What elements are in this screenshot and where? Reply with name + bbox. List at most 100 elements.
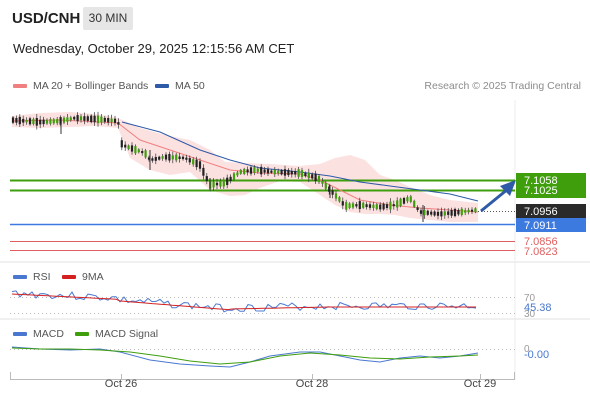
rsi-tick-70: 70 bbox=[524, 293, 536, 304]
candle-body bbox=[382, 203, 385, 210]
candle-body bbox=[317, 175, 321, 183]
candle-body bbox=[280, 170, 283, 175]
legend-label-rsi: RSI bbox=[33, 271, 51, 283]
candle-body bbox=[130, 145, 134, 152]
candle-body bbox=[15, 118, 18, 123]
candle-body bbox=[215, 182, 219, 186]
candle-body bbox=[243, 168, 246, 174]
candle-body bbox=[32, 119, 35, 124]
price-tag-last-price: 7.0956 bbox=[516, 204, 586, 218]
candle-body bbox=[430, 211, 433, 215]
candle-body bbox=[195, 159, 198, 168]
candle-body bbox=[358, 201, 361, 209]
candle-body bbox=[460, 208, 463, 215]
candle-body bbox=[314, 173, 317, 182]
candle-body bbox=[192, 159, 195, 165]
timeframe-button[interactable]: 30 MIN bbox=[83, 7, 133, 30]
candle-body bbox=[219, 180, 222, 187]
candle-body bbox=[351, 203, 355, 208]
x-axis-label-oct28: Oct 28 bbox=[296, 378, 328, 390]
copyright-text: Research © 2025 Trading Central bbox=[424, 80, 581, 92]
candle-body bbox=[164, 154, 168, 160]
legend-macd-signal: MACD Signal bbox=[75, 328, 158, 340]
candle-body bbox=[256, 168, 259, 172]
candle-body bbox=[107, 118, 110, 123]
candle-body bbox=[328, 186, 331, 192]
candle-body bbox=[375, 204, 378, 210]
legend-label-macd: MACD bbox=[33, 328, 64, 340]
candle-body bbox=[436, 211, 440, 216]
candle-body bbox=[396, 200, 399, 208]
legend-swatch-ma50 bbox=[155, 84, 169, 88]
candle-body bbox=[365, 204, 368, 208]
candle-body bbox=[181, 156, 185, 160]
candle-body bbox=[232, 173, 236, 180]
candle-body bbox=[93, 115, 96, 123]
candle-body bbox=[25, 119, 28, 123]
candle-body bbox=[212, 181, 215, 188]
x-axis-label-oct26: Oct 26 bbox=[105, 378, 137, 390]
legend-rsi: RSI bbox=[13, 271, 51, 283]
price-label-support-1: 7.0856 bbox=[524, 236, 558, 248]
candle-body bbox=[399, 198, 402, 207]
candle-body bbox=[324, 183, 327, 189]
symbol-title: USD/CNH bbox=[12, 10, 81, 27]
candle-body bbox=[154, 157, 157, 161]
ma20-line bbox=[11, 119, 479, 213]
candle-body bbox=[300, 170, 304, 177]
candle-body bbox=[171, 155, 174, 160]
candle-body bbox=[419, 210, 423, 214]
candle-body bbox=[321, 181, 324, 184]
candle-body bbox=[66, 117, 69, 122]
candle-body bbox=[69, 117, 72, 121]
candlesticks bbox=[11, 111, 477, 222]
candle-body bbox=[338, 197, 341, 202]
legend-swatch-macd-signal bbox=[75, 332, 89, 336]
candle-body bbox=[263, 169, 266, 173]
chart-datetime: Wednesday, October 29, 2025 12:15:56 AM … bbox=[13, 41, 295, 56]
candle-body bbox=[345, 202, 348, 210]
candle-body bbox=[35, 118, 38, 126]
candle-body bbox=[56, 119, 59, 124]
candle-body bbox=[52, 119, 55, 124]
candle-body bbox=[137, 149, 140, 153]
price-tag-resistance-2: 7.1025 bbox=[516, 184, 586, 198]
legend-label-ma20: MA 20 + Bollinger Bands bbox=[33, 80, 149, 92]
legend-label-ma50: MA 50 bbox=[175, 80, 205, 92]
candle-body bbox=[39, 119, 42, 125]
candle-body bbox=[96, 115, 100, 124]
candle-body bbox=[450, 210, 453, 216]
candle-body bbox=[28, 118, 32, 125]
candle-body bbox=[124, 144, 127, 148]
candle-body bbox=[260, 166, 263, 175]
candle-body bbox=[134, 146, 137, 154]
candle-body bbox=[392, 204, 395, 207]
candle-body bbox=[266, 169, 270, 174]
candle-body bbox=[467, 209, 470, 213]
candle-body bbox=[100, 116, 103, 123]
candle-body bbox=[49, 119, 52, 124]
legend-swatch-macd bbox=[13, 332, 27, 336]
candle-body bbox=[402, 198, 406, 204]
candle-body bbox=[443, 211, 446, 216]
candle-body bbox=[277, 170, 280, 174]
bollinger-band-fill bbox=[12, 112, 478, 222]
svg-text:7.1025: 7.1025 bbox=[524, 185, 558, 197]
candle-body bbox=[249, 167, 253, 174]
candle-body bbox=[185, 157, 188, 160]
candle-body bbox=[474, 208, 477, 213]
candle-body bbox=[423, 209, 426, 216]
candle-body bbox=[239, 169, 242, 174]
x-axis-label-oct29: Oct 29 bbox=[464, 378, 496, 390]
candle-body bbox=[457, 209, 460, 215]
candle-body bbox=[62, 117, 66, 123]
macd-value-label: -0.00 bbox=[524, 349, 549, 361]
candle-body bbox=[372, 204, 375, 208]
candle-body bbox=[120, 140, 123, 148]
legend-ma20-bollinger: MA 20 + Bollinger Bands bbox=[13, 80, 148, 92]
candle-body bbox=[311, 174, 314, 179]
candle-body bbox=[273, 169, 276, 175]
candle-body bbox=[385, 204, 389, 208]
candle-body bbox=[90, 115, 93, 123]
